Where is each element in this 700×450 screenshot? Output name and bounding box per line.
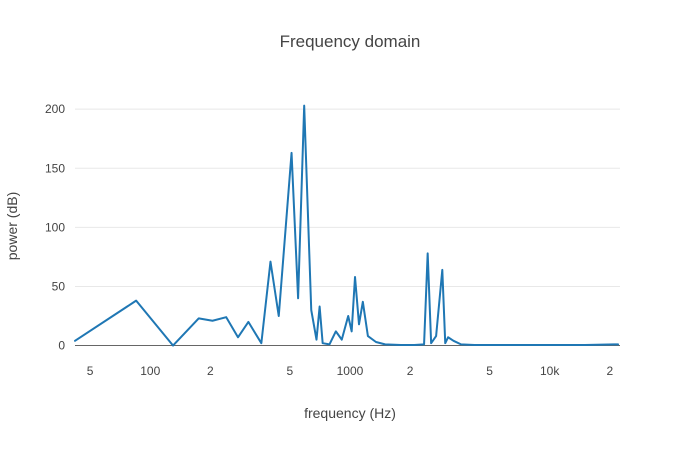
- x-tick-label: 5: [87, 364, 94, 378]
- x-tick-label: 5: [486, 364, 493, 378]
- y-tick-label: 50: [52, 279, 66, 293]
- y-tick-label: 150: [45, 161, 65, 175]
- series-line: [74, 104, 620, 347]
- x-tick-label: 10k: [540, 364, 560, 378]
- x-tick-label: 2: [606, 364, 613, 378]
- y-tick-label: 200: [45, 102, 65, 116]
- x-tick-label: 100: [140, 364, 160, 378]
- chart-title: Frequency domain: [279, 32, 421, 51]
- x-tick-label: 2: [207, 364, 214, 378]
- x-tick-label: 2: [407, 364, 414, 378]
- y-tick-label: 0: [58, 339, 65, 353]
- x-tick-label: 5: [286, 364, 293, 378]
- x-tick-label: 1000: [337, 364, 364, 378]
- y-tick-label: 100: [45, 220, 65, 234]
- x-axis-label: frequency (Hz): [304, 405, 396, 421]
